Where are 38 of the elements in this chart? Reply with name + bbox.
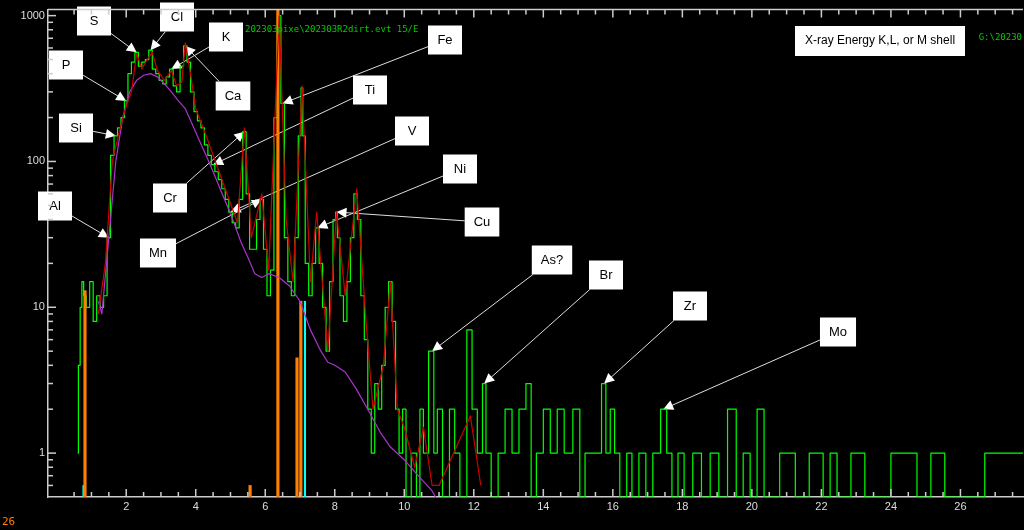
annotation: Cl bbox=[170, 8, 184, 24]
x-tick-label: 24 bbox=[884, 499, 898, 512]
x-tick-label: 8 bbox=[331, 499, 338, 512]
annotation: Mn bbox=[148, 244, 168, 260]
annotation: X-ray Energy K,L, or M shell bbox=[805, 33, 956, 48]
x-tick-label: 14 bbox=[537, 499, 550, 512]
x-tick-label: 4 bbox=[192, 499, 199, 512]
x-tick-label: 26 bbox=[954, 499, 967, 512]
annotation: Al bbox=[49, 197, 61, 213]
annotation: Fe bbox=[437, 31, 453, 47]
annotation: Cu bbox=[473, 213, 491, 229]
annotation: Zr bbox=[683, 297, 697, 313]
annotation: Ca bbox=[224, 87, 243, 103]
annotation: Si bbox=[70, 119, 82, 135]
annotation: S bbox=[89, 12, 99, 28]
x-tick-label: 18 bbox=[676, 499, 689, 512]
x-tick-label: 12 bbox=[467, 499, 480, 512]
annotation: V bbox=[407, 122, 417, 138]
annotation: Ti bbox=[364, 81, 376, 97]
y-tick-label: 10 bbox=[32, 300, 45, 313]
x-tick-label: 10 bbox=[398, 499, 411, 512]
x-tick-label: 22 bbox=[815, 499, 828, 512]
text: 26 bbox=[2, 514, 16, 528]
annotation: As? bbox=[540, 251, 564, 267]
annotation: G:\20230 bbox=[978, 32, 1022, 43]
annotation: Mo bbox=[828, 323, 848, 339]
annotation: Br bbox=[599, 266, 614, 282]
x-tick-label: 16 bbox=[606, 499, 619, 512]
annotation: K bbox=[221, 28, 231, 44]
x-tick-label: 2 bbox=[123, 499, 130, 512]
annotation: P bbox=[61, 56, 71, 72]
x-tick-label: 20 bbox=[745, 499, 758, 512]
y-tick-label: 1 bbox=[38, 446, 45, 459]
y-tick-label: 1000 bbox=[20, 8, 45, 21]
annotation: Ni bbox=[453, 160, 467, 176]
x-tick-label: 6 bbox=[262, 499, 269, 512]
annotation: Cr bbox=[163, 189, 178, 205]
y-tick-label: 100 bbox=[26, 154, 45, 167]
